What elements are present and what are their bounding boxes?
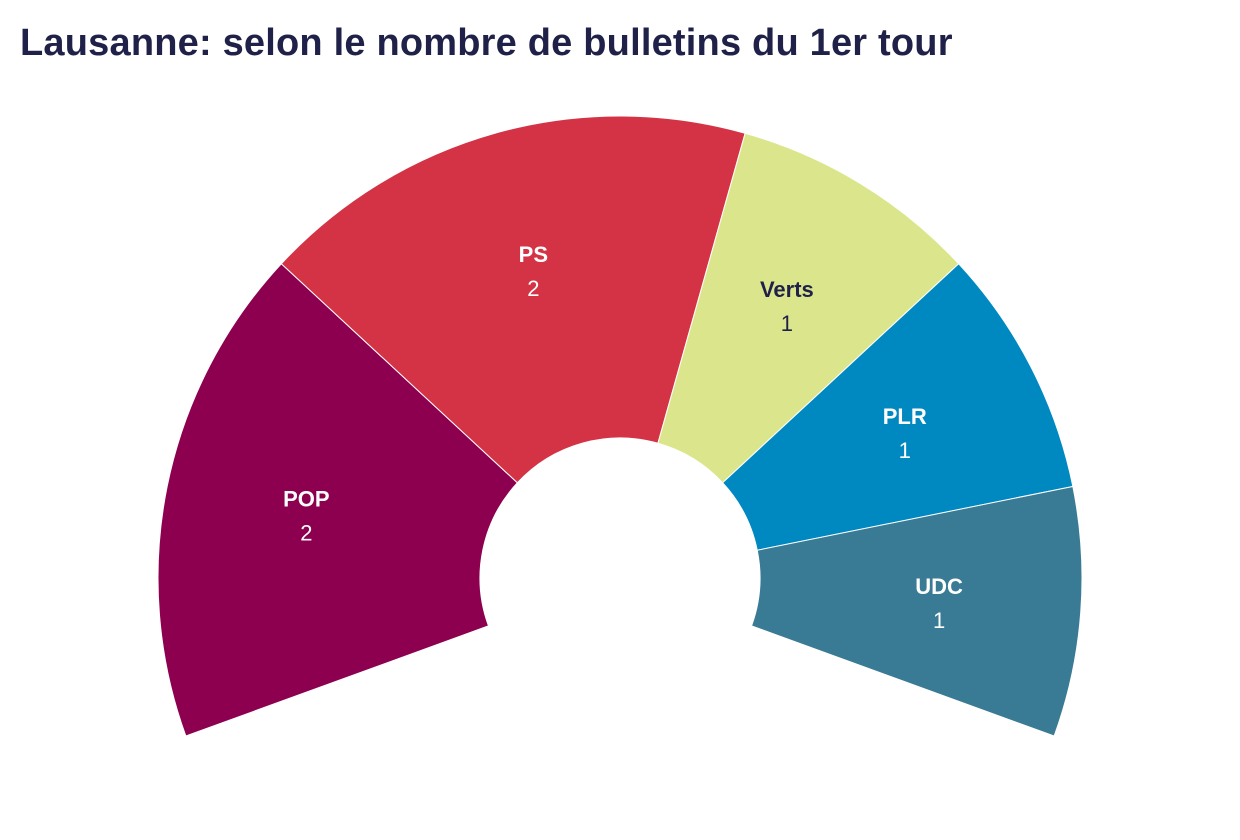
segment-value-plr: 1 [899, 438, 911, 463]
segment-value-pop: 2 [300, 521, 312, 546]
segment-value-verts: 1 [781, 311, 793, 336]
chart-labels: POP 2 PS 2 Verts 1 PLR 1 UDC 1 [283, 242, 963, 633]
segment-label-pop: POP [283, 487, 329, 512]
segment-value-ps: 2 [527, 276, 539, 301]
segment-label-verts: Verts [760, 277, 814, 302]
segment-ps [280, 115, 746, 484]
chart-title: Lausanne: selon le nombre de bulletins d… [20, 22, 953, 64]
segment-verts [657, 132, 960, 484]
segment-label-plr: PLR [883, 404, 927, 429]
segment-pop [157, 263, 519, 737]
segment-udc [750, 485, 1083, 737]
segment-value-udc: 1 [933, 608, 945, 633]
segment-label-ps: PS [519, 242, 548, 267]
segment-plr [721, 263, 1074, 551]
segment-label-udc: UDC [915, 574, 963, 599]
chart-segments [157, 115, 1083, 737]
